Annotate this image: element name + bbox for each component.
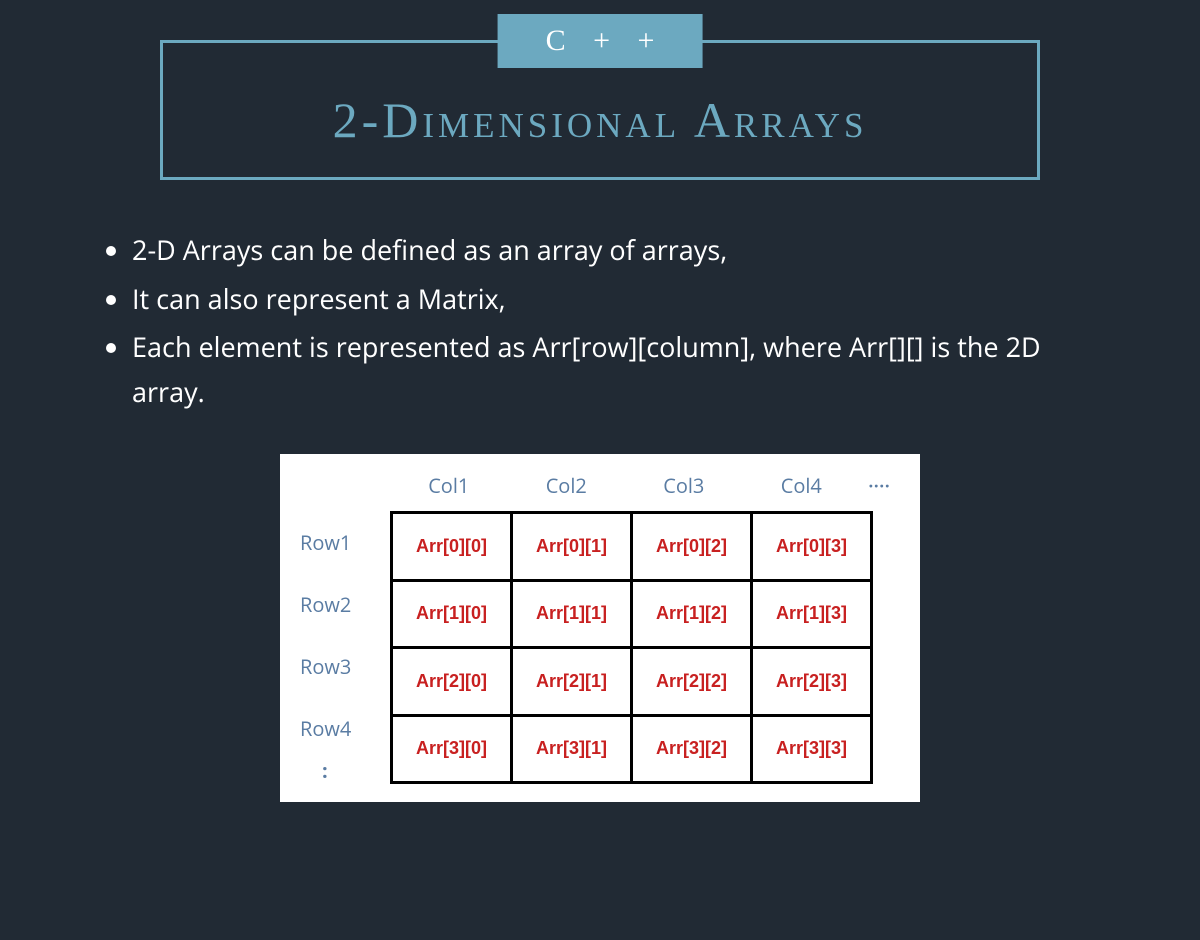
array-cell: Arr[3][1] [512, 715, 632, 783]
col-header: Col4 [743, 472, 861, 499]
row-header: Row1 [300, 511, 390, 573]
bullet-item: 2-D Arrays can be defined as an array of… [132, 228, 1100, 273]
array-cell: Arr[0][2] [632, 513, 752, 581]
array-cell: Arr[0][3] [752, 513, 872, 581]
row-header: Row4 [300, 697, 390, 759]
table-row: Arr[1][0] Arr[1][1] Arr[1][2] Arr[1][3] [392, 580, 872, 648]
row-header: Row3 [300, 635, 390, 697]
array-cell: Arr[1][3] [752, 580, 872, 648]
row-ellipsis: : [300, 757, 390, 784]
array-cell: Arr[3][3] [752, 715, 872, 783]
array-cell: Arr[0][0] [392, 513, 512, 581]
col-ellipsis: ···· [860, 472, 890, 499]
language-badge: C + + [498, 14, 703, 68]
array-cell: Arr[2][0] [392, 648, 512, 716]
array-cell: Arr[2][2] [632, 648, 752, 716]
col-header: Col1 [390, 472, 508, 499]
array-table: Arr[0][0] Arr[0][1] Arr[0][2] Arr[0][3] … [390, 511, 873, 784]
array-diagram: Col1 Col2 Col3 Col4 ···· Row1 Row2 Row3 … [280, 454, 920, 802]
array-cell: Arr[2][1] [512, 648, 632, 716]
bullet-item: Each element is represented as Arr[row][… [132, 325, 1100, 414]
col-header: Col2 [508, 472, 626, 499]
row-header: Row2 [300, 573, 390, 635]
col-header: Col3 [625, 472, 743, 499]
bullet-list: 2-D Arrays can be defined as an array of… [100, 228, 1100, 414]
array-cell: Arr[1][0] [392, 580, 512, 648]
page-title: 2-Dimensional Arrays [183, 91, 1017, 149]
title-header: C + + 2-Dimensional Arrays [160, 40, 1040, 180]
table-row: Arr[3][0] Arr[3][1] Arr[3][2] Arr[3][3] [392, 715, 872, 783]
array-cell: Arr[0][1] [512, 513, 632, 581]
row-headers: Row1 Row2 Row3 Row4 : [300, 511, 390, 784]
array-cell: Arr[3][0] [392, 715, 512, 783]
array-cell: Arr[1][2] [632, 580, 752, 648]
table-row: Arr[0][0] Arr[0][1] Arr[0][2] Arr[0][3] [392, 513, 872, 581]
array-cell: Arr[2][3] [752, 648, 872, 716]
array-cell: Arr[1][1] [512, 580, 632, 648]
table-row: Arr[2][0] Arr[2][1] Arr[2][2] Arr[2][3] [392, 648, 872, 716]
array-cell: Arr[3][2] [632, 715, 752, 783]
bullet-item: It can also represent a Matrix, [132, 277, 1100, 322]
column-headers: Col1 Col2 Col3 Col4 ···· [390, 472, 890, 499]
